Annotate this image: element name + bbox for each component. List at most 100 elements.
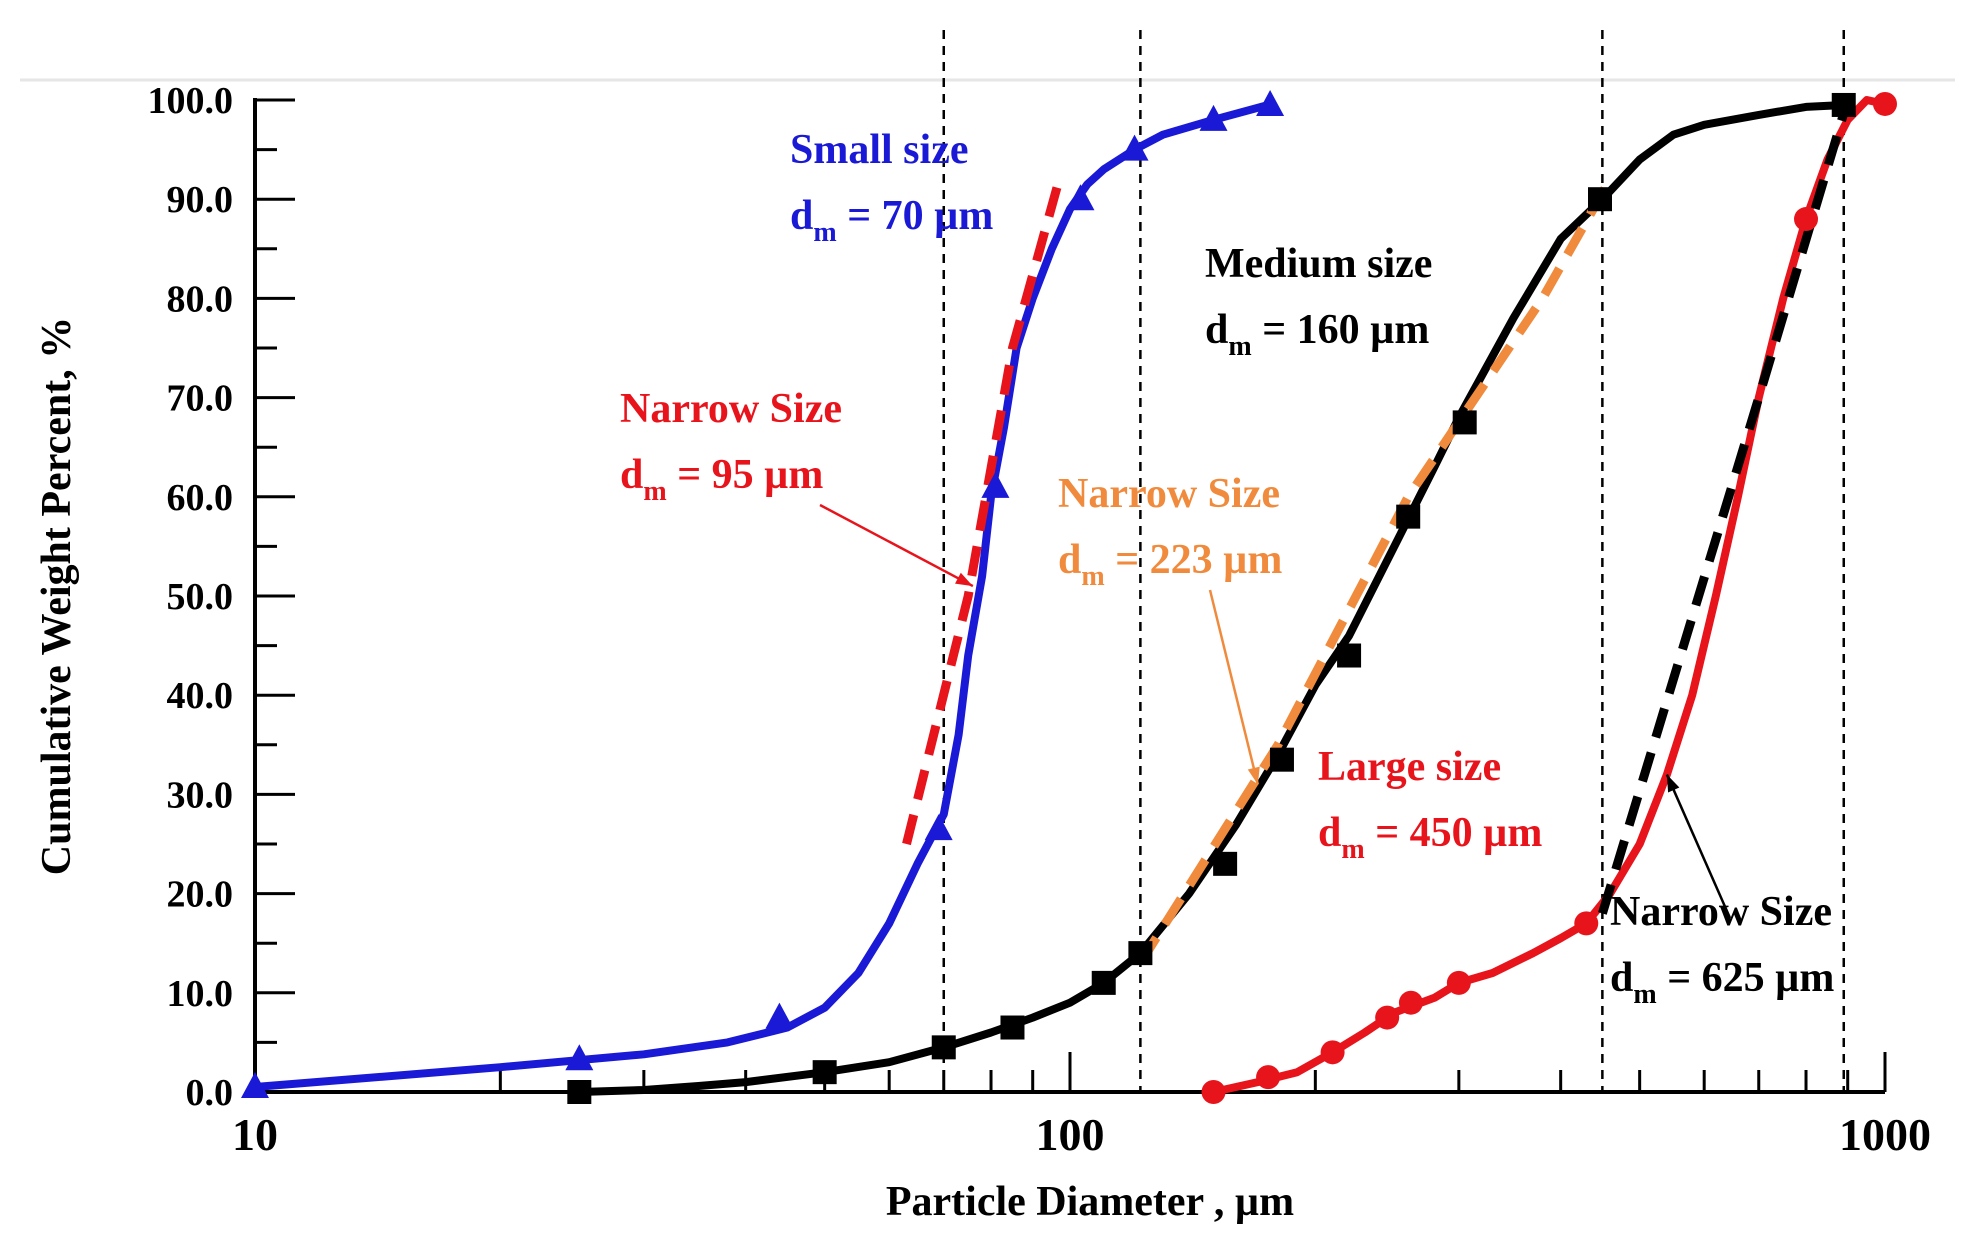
annotation-value-rest: = 95 µm [667, 452, 824, 498]
triangle-marker [241, 1072, 269, 1099]
annotation-title: Narrow Size [620, 386, 842, 432]
annotation-subscript: m [1228, 331, 1251, 362]
triangle-marker [765, 1002, 794, 1029]
square-marker [1128, 941, 1153, 966]
annotation-value-rest: = 223 µm [1105, 537, 1283, 583]
annotation-d-symbol: d [1610, 955, 1633, 1001]
square-marker [567, 1080, 592, 1104]
series-layer [251, 96, 1889, 1096]
annotation-narrow223: Narrow Size dm = 223 µm [1058, 471, 1282, 592]
annotation-title: Medium size [1205, 241, 1432, 287]
annotation-subscript: m [1633, 979, 1656, 1010]
leader-narrow-625-arrowhead [1666, 774, 1680, 793]
annotation-value-rest: = 160 µm [1252, 307, 1430, 353]
annotation-narrow95: Narrow Size dm = 95 µm [620, 386, 842, 507]
circle-marker [1201, 1080, 1226, 1104]
square-marker [812, 1060, 837, 1085]
y-tick-label: 20.0 [167, 874, 234, 916]
leader-narrow-223 [1208, 589, 1260, 785]
annotation-leaders [819, 503, 1732, 919]
circle-marker [1375, 1005, 1400, 1030]
y-axis-label: Cumulative Weight Percent, % [34, 317, 80, 875]
x-tick-label: 10 [232, 1109, 278, 1160]
annotation-value-rest: = 70 µm [837, 193, 994, 239]
y-tick-label: 30.0 [167, 774, 234, 816]
square-marker [931, 1035, 956, 1060]
triangle-marker [565, 1044, 594, 1071]
circle-marker [1873, 91, 1897, 116]
annotation-subscript: m [1341, 834, 1364, 865]
triangle-marker [924, 814, 953, 841]
triangle-marker [1066, 184, 1095, 211]
square-marker [1000, 1015, 1025, 1040]
square-marker [1091, 970, 1116, 995]
y-tick-label: 100.0 [148, 80, 234, 122]
annotation-title: Small size [790, 127, 968, 173]
circle-marker [1320, 1040, 1345, 1065]
x-tick-label: 100 [1036, 1109, 1105, 1160]
axis-labels: Particle Diameter , µm Cumulative Weight … [34, 317, 1294, 1225]
annotation-value: dm = 625 µm [1610, 955, 1834, 1010]
annotation-value-rest: = 625 µm [1657, 955, 1835, 1001]
square-marker [1269, 747, 1294, 772]
annotation-small: Small size dm = 70 µm [790, 127, 993, 248]
y-tick-label: 50.0 [167, 576, 234, 618]
leader-narrow-95-arrowhead [955, 572, 973, 587]
annotation-title: Large size [1318, 744, 1501, 790]
leader-narrow-625 [1665, 774, 1732, 919]
square-marker [1396, 504, 1421, 529]
annotation-value-rest: = 450 µm [1365, 810, 1543, 856]
y-tick-label: 0.0 [186, 1072, 234, 1114]
x-tick-label: 1000 [1839, 1109, 1931, 1160]
annotation-subscript: m [643, 476, 666, 507]
square-marker [1213, 851, 1238, 876]
annotation-subscript: m [813, 217, 836, 248]
annotation-d-symbol: d [790, 193, 813, 239]
y-tick-label: 80.0 [167, 278, 234, 320]
annotation-title: Narrow Size [1058, 471, 1280, 517]
annotation-value: dm = 450 µm [1318, 810, 1542, 865]
circle-marker [1794, 207, 1819, 232]
square-marker [1452, 410, 1477, 435]
leader-narrow-95 [819, 503, 974, 588]
annotation-medium: Medium size dm = 160 µm [1205, 241, 1432, 362]
leader-narrow-223-arrowhead [1247, 766, 1260, 785]
circle-marker [1398, 990, 1423, 1015]
triangle-marker [1256, 89, 1285, 116]
y-tick-label: 40.0 [167, 675, 234, 717]
annotation-large: Large size dm = 450 µm [1318, 744, 1542, 865]
y-tick-label: 60.0 [167, 477, 234, 519]
annotation-value: dm = 95 µm [620, 452, 823, 507]
y-tick-label: 70.0 [167, 378, 234, 420]
triangle-marker [1120, 134, 1149, 161]
series-line-narrow-size-dm-95-m [902, 178, 1064, 846]
x-axis-label: Particle Diameter , µm [886, 1179, 1294, 1225]
annotation-d-symbol: d [1058, 537, 1081, 583]
triangle-marker [981, 471, 1010, 498]
annotation-d-symbol: d [620, 452, 643, 498]
markers-layer [241, 89, 1897, 1104]
circle-marker [1574, 911, 1599, 936]
series-line-narrow-size-dm-625-m [1598, 98, 1853, 915]
y-tick-label: 90.0 [167, 179, 234, 221]
annotation-narrow625: Narrow Size dm = 625 µm [1610, 889, 1834, 1010]
y-tick-label: 10.0 [167, 973, 234, 1015]
square-marker [1831, 92, 1856, 117]
annotation-subscript: m [1081, 561, 1104, 592]
annotation-d-symbol: d [1318, 810, 1341, 856]
axes: 0.0 10.0 20.0 30.0 40.0 50.0 60.0 70.0 80.0 90.0 1… [148, 80, 1932, 1160]
circle-marker [1256, 1065, 1281, 1090]
annotation-value: dm = 160 µm [1205, 307, 1429, 362]
annotation-d-symbol: d [1205, 307, 1228, 353]
series-line-small-size [251, 101, 1273, 1091]
square-marker [1337, 643, 1362, 668]
annotation-value: dm = 223 µm [1058, 537, 1282, 592]
triangle-marker [1199, 104, 1228, 131]
annotation-title: Narrow Size [1610, 889, 1832, 935]
annotation-value: dm = 70 µm [790, 193, 993, 248]
square-marker [1588, 187, 1613, 212]
circle-marker [1446, 970, 1471, 995]
